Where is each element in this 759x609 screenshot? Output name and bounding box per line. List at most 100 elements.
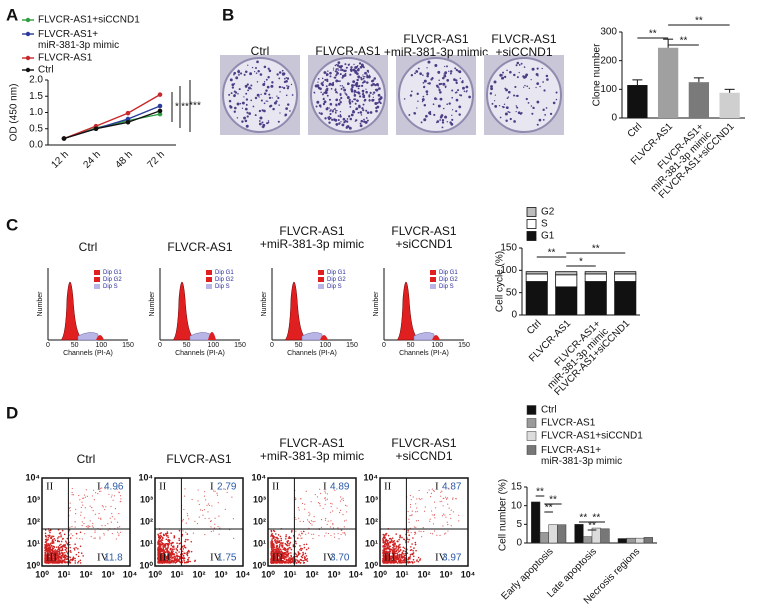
colony — [372, 91, 376, 94]
event — [399, 534, 401, 537]
event — [300, 530, 302, 533]
legend-label: FLVCR-AS1+ miR-381-3p mimic — [541, 445, 622, 467]
event — [103, 534, 105, 536]
event — [340, 533, 342, 536]
colony — [355, 107, 359, 111]
colony — [265, 78, 268, 81]
colony — [228, 99, 232, 103]
event — [164, 551, 166, 553]
plate-title: FLVCR-AS1 — [315, 44, 380, 58]
colony — [229, 105, 232, 108]
event — [187, 515, 189, 517]
colony — [410, 74, 414, 77]
colony — [356, 65, 359, 68]
event — [54, 561, 57, 564]
event — [422, 527, 424, 529]
event — [187, 538, 189, 541]
colony — [428, 82, 431, 85]
colony — [459, 77, 462, 80]
event — [202, 514, 204, 516]
event — [432, 489, 435, 492]
event — [51, 547, 54, 549]
event — [300, 497, 302, 500]
colony — [451, 114, 453, 116]
colony — [434, 97, 437, 100]
event — [280, 537, 282, 540]
colony — [334, 70, 337, 73]
event — [102, 506, 104, 508]
event — [426, 492, 429, 494]
colony — [239, 72, 243, 75]
event — [292, 558, 294, 560]
event — [451, 498, 454, 500]
event — [399, 546, 401, 549]
event — [416, 498, 418, 500]
colony — [441, 121, 445, 124]
event — [210, 526, 212, 528]
event — [206, 504, 208, 506]
colony — [446, 79, 450, 82]
colony — [338, 65, 342, 69]
event — [94, 537, 96, 539]
event — [216, 494, 219, 496]
event — [344, 534, 347, 536]
colony — [364, 76, 366, 78]
event — [81, 501, 83, 503]
event — [181, 533, 184, 536]
event — [270, 560, 273, 563]
colony — [513, 73, 516, 77]
event — [342, 532, 344, 534]
colony — [455, 110, 458, 113]
event — [396, 562, 399, 564]
event — [277, 534, 280, 536]
event — [341, 498, 343, 500]
event — [278, 543, 281, 546]
colony — [438, 88, 441, 92]
event — [74, 559, 76, 562]
event — [271, 534, 273, 537]
event — [100, 518, 102, 521]
event — [185, 538, 187, 541]
event — [317, 502, 320, 504]
colony — [507, 96, 510, 98]
event — [167, 539, 169, 541]
colony — [362, 66, 365, 69]
colony — [273, 101, 277, 105]
event — [45, 544, 47, 547]
colony — [322, 102, 326, 106]
hist-legend-label: Dip G1 — [215, 270, 234, 276]
event — [203, 495, 206, 497]
event — [213, 527, 215, 529]
event — [424, 506, 426, 508]
event — [397, 551, 400, 553]
event — [407, 529, 409, 532]
event — [157, 554, 160, 557]
event — [165, 548, 167, 550]
event — [277, 541, 280, 544]
colony — [328, 118, 331, 121]
event — [304, 503, 306, 505]
event — [64, 558, 66, 560]
event — [288, 536, 291, 538]
colony — [531, 67, 535, 71]
event — [47, 552, 49, 554]
event — [284, 547, 287, 550]
event — [181, 550, 184, 553]
colony — [509, 70, 512, 74]
colony — [366, 69, 369, 73]
event — [173, 536, 176, 538]
event — [404, 554, 407, 557]
colony — [443, 74, 447, 78]
event — [111, 516, 114, 518]
colony — [462, 86, 465, 90]
colony — [446, 121, 449, 123]
event — [423, 510, 426, 512]
hist-legend-swatch — [318, 277, 324, 282]
event — [295, 562, 298, 564]
event — [190, 540, 193, 543]
event — [409, 506, 412, 508]
event — [171, 559, 174, 562]
event — [294, 559, 297, 561]
event — [171, 541, 174, 544]
event — [391, 547, 394, 549]
